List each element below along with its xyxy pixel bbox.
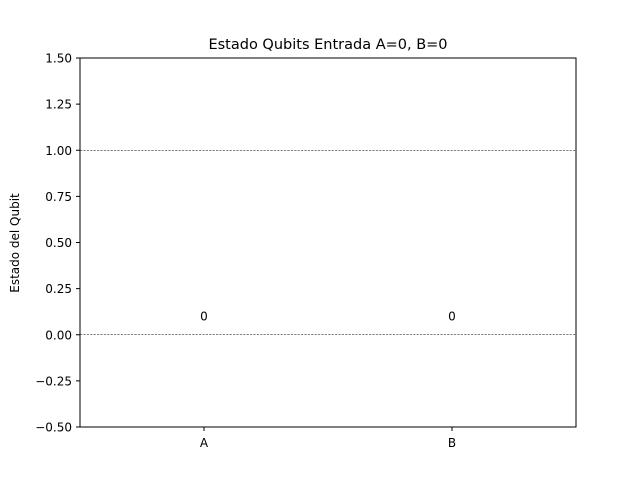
data-label-B: 0 (448, 309, 456, 323)
x-tick-label-B: B (448, 436, 456, 450)
chart-title: Estado Qubits Entrada A=0, B=0 (208, 37, 447, 53)
x-tick-label-A: A (200, 436, 209, 450)
y-tick-label: 0.00 (45, 328, 72, 342)
y-tick-label: 1.25 (45, 98, 72, 112)
y-axis-ticks: −0.50 −0.25 0.00 0.25 0.50 0.75 1.00 1.25 1.50 (35, 52, 80, 435)
y-tick-label: 0.75 (45, 190, 72, 204)
data-label-A: 0 (200, 309, 208, 323)
y-tick-label: 0.25 (45, 282, 72, 296)
y-tick-label: −0.25 (35, 374, 72, 388)
y-tick-label: 0.50 (45, 236, 72, 250)
y-axis-label: Estado del Qubit (8, 193, 22, 293)
y-tick-label: 1.50 (45, 52, 72, 66)
plot-frame (79, 57, 577, 428)
y-tick-label: 1.00 (45, 144, 72, 158)
reference-lines (80, 149, 576, 336)
y-tick-label: −0.50 (35, 421, 72, 435)
